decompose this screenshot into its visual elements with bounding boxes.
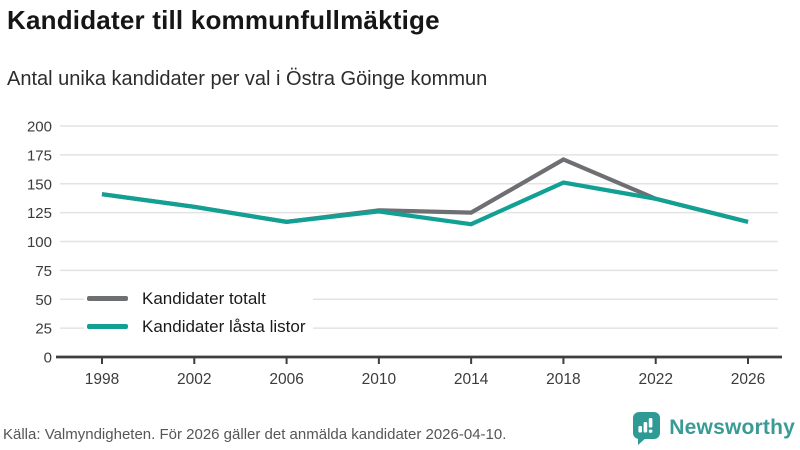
legend-swatch-teal — [87, 324, 128, 329]
source-note: Källa: Valmyndigheten. För 2026 gäller d… — [3, 426, 507, 443]
y-axis-tick-label: 175 — [27, 147, 52, 164]
x-axis-tick-label: 2026 — [731, 371, 765, 388]
legend-swatch-gray — [87, 296, 128, 301]
y-axis-tick-label: 75 — [35, 263, 52, 280]
y-axis-tick-label: 125 — [27, 205, 52, 222]
x-axis-tick-label: 2022 — [638, 371, 672, 388]
x-axis-tick-label: 1998 — [85, 371, 119, 388]
newsworthy-logo-icon — [633, 412, 661, 445]
legend-label: Kandidater totalt — [142, 288, 266, 308]
y-axis-tick-label: 150 — [27, 176, 52, 193]
y-axis-tick-label: 25 — [35, 321, 52, 338]
x-axis-tick-label: 2014 — [454, 371, 489, 388]
page-subtitle: Antal unika kandidater per val i Östra G… — [7, 68, 488, 90]
legend-item-totalt: Kandidater totalt — [84, 288, 314, 309]
x-axis-tick-label: 2002 — [177, 371, 211, 388]
chart-legend: Kandidater totalt Kandidater låsta listo… — [84, 288, 314, 337]
x-axis-tick-label: 2006 — [269, 371, 303, 388]
newsworthy-brand: Newsworthy — [632, 411, 795, 445]
y-axis-tick-label: 50 — [35, 292, 52, 309]
y-axis-tick-label: 200 — [27, 119, 52, 136]
series-line-lasta-listor — [101, 180, 749, 227]
chart-footer: Källa: Valmyndigheten. För 2026 gäller d… — [0, 405, 800, 450]
legend-label: Kandidater låsta listor — [142, 316, 306, 336]
legend-item-lasta-listor: Kandidater låsta listor — [84, 316, 314, 337]
x-axis-tick-label: 2018 — [546, 371, 580, 388]
y-axis-tick-label: 0 — [44, 350, 52, 367]
brand-name: Newsworthy — [669, 416, 795, 439]
y-axis-tick-label: 100 — [27, 234, 52, 251]
page-title: Kandidater till kommunfullmäktige — [7, 5, 440, 35]
x-axis-tick-label: 2010 — [362, 371, 397, 388]
